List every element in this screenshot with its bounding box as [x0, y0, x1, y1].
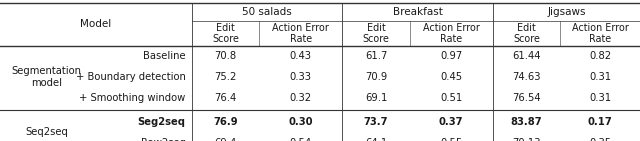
Text: 61.44: 61.44	[512, 51, 541, 61]
Text: 0.51: 0.51	[440, 93, 462, 103]
Text: 70.9: 70.9	[365, 72, 387, 82]
Text: 0.82: 0.82	[589, 51, 611, 61]
Text: 0.17: 0.17	[588, 117, 612, 127]
Text: 61.7: 61.7	[365, 51, 387, 61]
Text: Seg2seq: Seg2seq	[138, 117, 186, 127]
Text: 0.37: 0.37	[439, 117, 463, 127]
Text: 0.31: 0.31	[589, 93, 611, 103]
Text: Seq2seq: Seq2seq	[25, 127, 68, 137]
Text: Model: Model	[81, 19, 111, 29]
Text: 69.4: 69.4	[214, 138, 237, 141]
Text: 83.87: 83.87	[511, 117, 542, 127]
Text: 70.13: 70.13	[512, 138, 541, 141]
Text: Edit
Score: Edit Score	[513, 23, 540, 44]
Text: Action Error
Rate: Action Error Rate	[423, 23, 479, 44]
Text: + Smoothing window: + Smoothing window	[79, 93, 186, 103]
Text: 0.30: 0.30	[289, 117, 313, 127]
Text: 64.1: 64.1	[365, 138, 387, 141]
Text: 76.54: 76.54	[512, 93, 541, 103]
Text: 0.35: 0.35	[589, 138, 611, 141]
Text: Edit
Score: Edit Score	[363, 23, 389, 44]
Text: 0.97: 0.97	[440, 51, 462, 61]
Text: 0.33: 0.33	[290, 72, 312, 82]
Text: Jigsaws: Jigsaws	[547, 7, 586, 17]
Text: 70.8: 70.8	[214, 51, 237, 61]
Text: Baseline: Baseline	[143, 51, 186, 61]
Text: Raw2seq: Raw2seq	[141, 138, 186, 141]
Text: Action Error
Rate: Action Error Rate	[273, 23, 329, 44]
Text: 50 salads: 50 salads	[243, 7, 292, 17]
Text: 76.4: 76.4	[214, 93, 237, 103]
Text: Breakfast: Breakfast	[393, 7, 442, 17]
Text: Action Error
Rate: Action Error Rate	[572, 23, 628, 44]
Text: + Boundary detection: + Boundary detection	[76, 72, 186, 82]
Text: 69.1: 69.1	[365, 93, 387, 103]
Text: 0.43: 0.43	[290, 51, 312, 61]
Text: 0.45: 0.45	[440, 72, 462, 82]
Text: 0.31: 0.31	[589, 72, 611, 82]
Text: 0.54: 0.54	[290, 138, 312, 141]
Text: 76.9: 76.9	[213, 117, 238, 127]
Text: Segmentation
model: Segmentation model	[12, 66, 81, 88]
Text: Edit
Score: Edit Score	[212, 23, 239, 44]
Text: 75.2: 75.2	[214, 72, 237, 82]
Text: 0.32: 0.32	[290, 93, 312, 103]
Text: 73.7: 73.7	[364, 117, 388, 127]
Text: 74.63: 74.63	[512, 72, 541, 82]
Text: 0.55: 0.55	[440, 138, 462, 141]
